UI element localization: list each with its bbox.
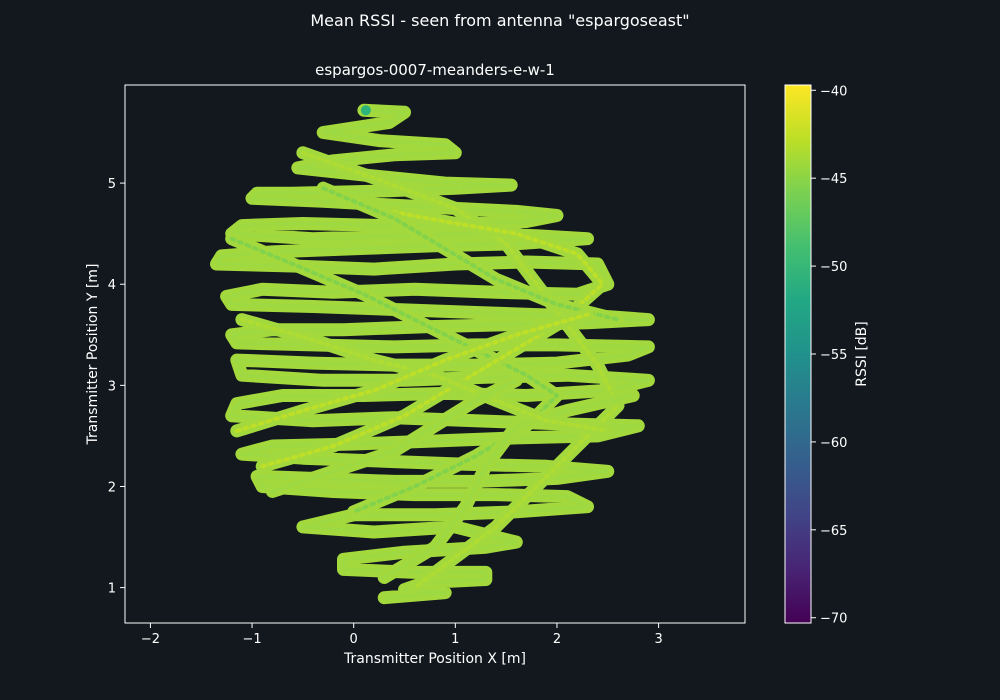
y-axis-label: Transmitter Position Y [m]	[85, 264, 101, 446]
colorbar-tick-label: −45	[820, 172, 847, 187]
colorbar-tick-label: −65	[820, 524, 847, 539]
x-axis: −2 −1 0 1 2 3	[141, 623, 663, 647]
plot-frame	[124, 84, 746, 624]
trajectory-track-texture	[234, 312, 590, 433]
x-tick-label: 1	[451, 632, 459, 647]
colorbar-tick-label: −70	[820, 612, 847, 627]
colorbar-tick-label: −40	[820, 84, 847, 99]
chart-title: espargos-0007-meanders-e-w-1	[315, 61, 555, 79]
trajectory-track-texture	[270, 378, 519, 494]
y-tick-label: 2	[108, 480, 116, 495]
colorbar-tick-label: −50	[820, 260, 847, 275]
colorbar-tick-label: −55	[820, 348, 847, 363]
trajectory-track-texture	[229, 236, 559, 514]
colorbar-label: RSSI [dB]	[854, 321, 870, 387]
data-point-highlight	[360, 105, 371, 116]
colorbar-axis: −40 −45 −50 −55 −60 −65 −70	[811, 84, 847, 627]
y-tick-label: 1	[108, 582, 116, 597]
y-tick-label: 5	[108, 177, 116, 192]
x-tick-label: 0	[350, 632, 358, 647]
y-tick-label: 3	[108, 379, 116, 394]
y-axis: 1 2 3 4 5	[108, 177, 125, 597]
x-tick-label: 3	[654, 632, 662, 647]
x-axis-label: Transmitter Position X [m]	[343, 651, 526, 667]
x-tick-label: −1	[242, 632, 261, 647]
trajectory-track-texture	[300, 150, 620, 590]
y-tick-label: 4	[108, 278, 116, 293]
scatter-plot-area	[210, 103, 655, 605]
x-tick-label: 2	[553, 632, 561, 647]
trajectory-track-texture	[321, 186, 620, 322]
colorbar	[784, 84, 812, 624]
trajectory-track-texture	[239, 317, 610, 433]
trajectory-track-texture	[382, 393, 636, 580]
figure-suptitle: Mean RSSI - seen from antenna "espargose…	[310, 11, 690, 30]
x-tick-label: −2	[141, 632, 160, 647]
trajectory-track-texture	[214, 108, 651, 600]
colorbar-tick-label: −60	[820, 436, 847, 451]
